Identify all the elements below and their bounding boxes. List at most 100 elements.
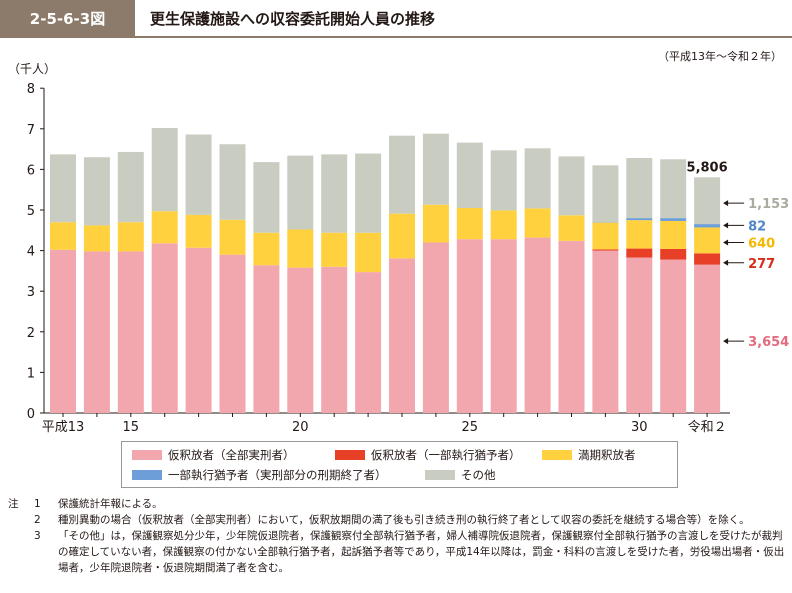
bar-segment-4 [660, 159, 687, 219]
y-tick-label: 2 [27, 326, 35, 341]
legend-item-other: その他 [425, 466, 496, 484]
bar-segment-0 [422, 242, 449, 413]
bar-segment-1 [626, 248, 653, 258]
x-tick-label: 30 [631, 420, 648, 435]
bar-segment-2 [524, 208, 551, 238]
bar-segment-4 [558, 156, 585, 216]
bar-segment-0 [558, 240, 585, 413]
bar-segment-0 [117, 251, 144, 413]
y-tick-label: 7 [27, 123, 35, 138]
bar-segment-2 [117, 222, 144, 252]
legend-swatch-other [425, 469, 455, 480]
callout-arrowhead [723, 259, 729, 266]
bar-segment-4 [592, 165, 619, 223]
bar-segment-2 [151, 211, 178, 244]
note-number: 2 [34, 514, 41, 526]
legend-label-parole-full: 仮釈放者（全部実刑者） [168, 448, 295, 462]
bar-segment-4 [456, 142, 483, 208]
note-1: 注 1 保護統計年報による。 [8, 496, 788, 512]
bar-segment-0 [287, 267, 314, 413]
bar-segment-3 [694, 224, 721, 228]
bar-segment-2 [50, 222, 76, 250]
x-tick-label: 令和２ [688, 420, 727, 435]
legend-label-parole-partial: 仮釈放者（一部執行猶予者） [371, 448, 521, 462]
bar-segment-2 [219, 219, 246, 255]
bar-segment-4 [151, 127, 178, 212]
y-tick-label: 4 [27, 245, 35, 260]
bar-segment-0 [321, 266, 348, 413]
bar-segment-0 [253, 265, 280, 413]
bar-segment-0 [490, 239, 517, 413]
callout-arrowhead [723, 200, 729, 207]
bar-segment-4 [253, 162, 280, 233]
bar-segment-0 [151, 243, 178, 413]
notes-head: 注 [8, 498, 19, 510]
bar-segment-2 [287, 229, 314, 268]
note-3: 3 「その他」は，保護観察処分少年，少年院仮退院者，保護観察付全部執行猶予者，婦… [8, 528, 788, 576]
period-label: （平成13年～令和２年） [658, 50, 782, 63]
bar-segment-2 [185, 214, 212, 248]
bar-segment-0 [660, 259, 687, 413]
bar-segment-4 [219, 144, 246, 220]
x-tick-label: 20 [292, 420, 309, 435]
bar-segment-0 [626, 257, 653, 413]
y-tick-label: 1 [27, 366, 35, 381]
bar-segment-0 [355, 272, 382, 413]
value-label-series-1: 277 [748, 257, 775, 272]
bar-segment-1 [694, 253, 721, 265]
bar-segment-0 [456, 239, 483, 413]
bar-segment-0 [592, 250, 619, 413]
stacked-bar-chart: （千人） 0 1 2 3 4 5 6 7 8 平成13 15 20 25 30 令和２ 5,806 1,153 82… [8, 62, 789, 435]
bar-segment-4 [694, 177, 721, 225]
note-text: 保護統計年報による。 [58, 498, 163, 510]
legend-swatch-parole-full [132, 449, 162, 460]
y-tick-label: 6 [27, 163, 35, 178]
bar-segment-2 [83, 225, 110, 252]
bar-segment-2 [660, 220, 687, 249]
bar-segment-4 [355, 153, 382, 233]
figure-header: 2-5-6-3図 更生保護施設への収容委託開始人員の推移 [0, 0, 792, 38]
note-text: 「その他」は，保護観察処分少年，少年院仮退院者，保護観察付全部執行猶予者，婦人補… [58, 530, 785, 574]
callout-arrowhead [723, 222, 729, 229]
legend-label-other: その他 [461, 468, 496, 482]
value-label-series-0: 3,654 [748, 335, 789, 350]
bar-segment-2 [558, 215, 585, 241]
legend-item-full-term: 満期釈放者 [542, 446, 636, 464]
bar-segment-2 [422, 204, 449, 243]
bar-segment-3 [660, 218, 687, 221]
bar-segment-0 [694, 264, 721, 413]
bar-segment-4 [83, 157, 110, 226]
x-tick-label: 25 [462, 420, 479, 435]
legend-label-full-term: 満期釈放者 [578, 448, 636, 462]
figure-title: 更生保護施設への収容委託開始人員の推移 [150, 10, 436, 28]
bar-segment-3 [626, 218, 653, 221]
bar-segment-2 [355, 232, 382, 273]
notes: 注 1 保護統計年報による。 2 種別異動の場合（仮釈放者（全部実刑者）において… [8, 496, 788, 576]
legend: 仮釈放者（全部実刑者） 仮釈放者（一部執行猶予者） 満期釈放者 一部執行猶予者（… [121, 441, 678, 488]
bar-segment-4 [626, 158, 653, 219]
legend-swatch-partial-suspended [132, 469, 162, 480]
value-label-series-3: 82 [748, 219, 766, 234]
note-number: 3 [34, 530, 41, 542]
note-text: 種別異動の場合（仮釈放者（全部実刑者）において，仮釈放期間の満了後も引き続き刑の… [58, 514, 750, 526]
bar-segment-2 [490, 210, 517, 240]
y-tick-label: 3 [27, 285, 35, 300]
legend-swatch-parole-partial [335, 449, 365, 460]
y-axis-label: （千人） [8, 62, 56, 76]
bar-segment-4 [321, 154, 348, 233]
bar-segment-2 [389, 213, 415, 259]
note-number: 1 [34, 498, 41, 510]
x-tick-label: 15 [123, 420, 140, 435]
legend-label-partial-suspended: 一部執行猶予者（実刑部分の刑期終了者） [168, 468, 387, 482]
bar-segment-2 [253, 232, 280, 266]
legend-item-parole-full: 仮釈放者（全部実刑者） [132, 446, 295, 464]
bar-segment-4 [117, 151, 144, 223]
bar-segment-1 [660, 248, 687, 260]
y-tick-label: 8 [27, 82, 35, 97]
y-tick-label: 5 [27, 204, 35, 219]
callout-arrowhead [723, 338, 729, 345]
bar-segment-4 [490, 150, 517, 211]
legend-swatch-full-term [542, 449, 572, 460]
total-label: 5,806 [687, 160, 728, 175]
bar-segment-4 [422, 133, 449, 205]
